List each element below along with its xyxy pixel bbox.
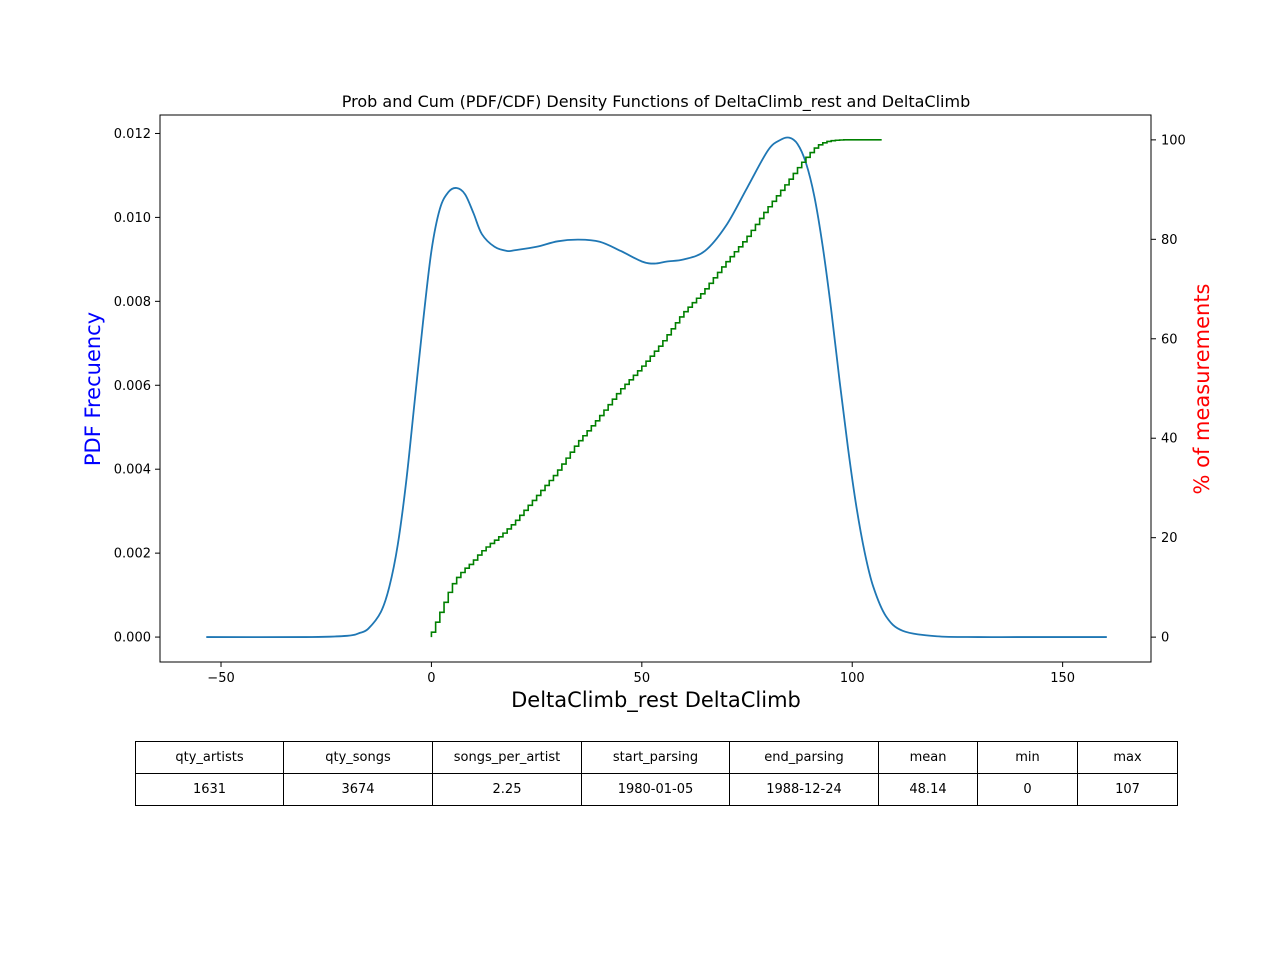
x-tick-label: 0 (427, 671, 435, 686)
table-header-cell: max (1077, 741, 1178, 774)
right-y-axis-label: % of measurements (1190, 284, 1214, 495)
table-cell: 107 (1077, 773, 1178, 806)
x-tick-label: 50 (634, 671, 651, 686)
x-tick-label: 100 (840, 671, 865, 686)
pdf-series-line (206, 136, 1107, 639)
table-cell: 1988-12-24 (729, 773, 879, 806)
pdf-cdf-chart: Prob and Cum (PDF/CDF) Density Functions… (81, 92, 1214, 713)
right-y-axis: 0 20 40 60 80 100 (1151, 133, 1186, 646)
left-y-tick-label: 0.010 (114, 211, 151, 226)
table-header-cell: songs_per_artist (432, 741, 582, 774)
left-y-axis: 0.000 0.002 0.004 0.006 0.008 0.010 0.012 (114, 127, 160, 646)
x-axis-label: DeltaClimb_rest DeltaClimb (511, 688, 801, 713)
table-row: 1631 3674 2.25 1980-01-05 1988-12-24 48.… (135, 773, 1178, 806)
table-cell: 2.25 (432, 773, 582, 806)
left-y-tick-label: 0.004 (114, 463, 151, 478)
left-y-tick-label: 0.008 (114, 295, 151, 310)
table-header-cell: qty_artists (135, 741, 284, 774)
right-y-tick-label: 60 (1161, 332, 1178, 347)
left-y-tick-label: 0.012 (114, 127, 151, 142)
x-tick-label: 150 (1050, 671, 1075, 686)
left-y-tick-label: 0.000 (114, 631, 151, 646)
right-y-tick-label: 80 (1161, 233, 1178, 248)
left-y-tick-label: 0.006 (114, 379, 151, 394)
table-header-cell: min (977, 741, 1078, 774)
cdf-series-line (430, 139, 882, 638)
table-cell: 0 (977, 773, 1078, 806)
right-y-tick-label: 100 (1161, 133, 1186, 148)
table-header-row: qty_artists qty_songs songs_per_artist s… (135, 741, 1178, 774)
left-y-tick-label: 0.002 (114, 547, 151, 562)
table-header-cell: qty_songs (283, 741, 433, 774)
table-header-cell: mean (878, 741, 978, 774)
right-y-tick-label: 0 (1161, 631, 1169, 646)
table-header-cell: end_parsing (729, 741, 879, 774)
table-cell: 3674 (283, 773, 433, 806)
table-header-cell: start_parsing (581, 741, 730, 774)
chart-title: Prob and Cum (PDF/CDF) Density Functions… (342, 92, 970, 112)
stats-table: qty_artists qty_songs songs_per_artist s… (135, 741, 1178, 806)
table-cell: 1631 (135, 773, 284, 806)
plot-frame (159, 114, 1152, 663)
right-y-tick-label: 40 (1161, 432, 1178, 447)
right-y-tick-label: 20 (1161, 531, 1178, 546)
x-axis: −50 0 50 100 150 (207, 662, 1075, 686)
left-y-axis-label: PDF Frecuency (81, 312, 105, 466)
table-cell: 48.14 (878, 773, 978, 806)
x-tick-label: −50 (207, 671, 234, 686)
table-cell: 1980-01-05 (581, 773, 730, 806)
